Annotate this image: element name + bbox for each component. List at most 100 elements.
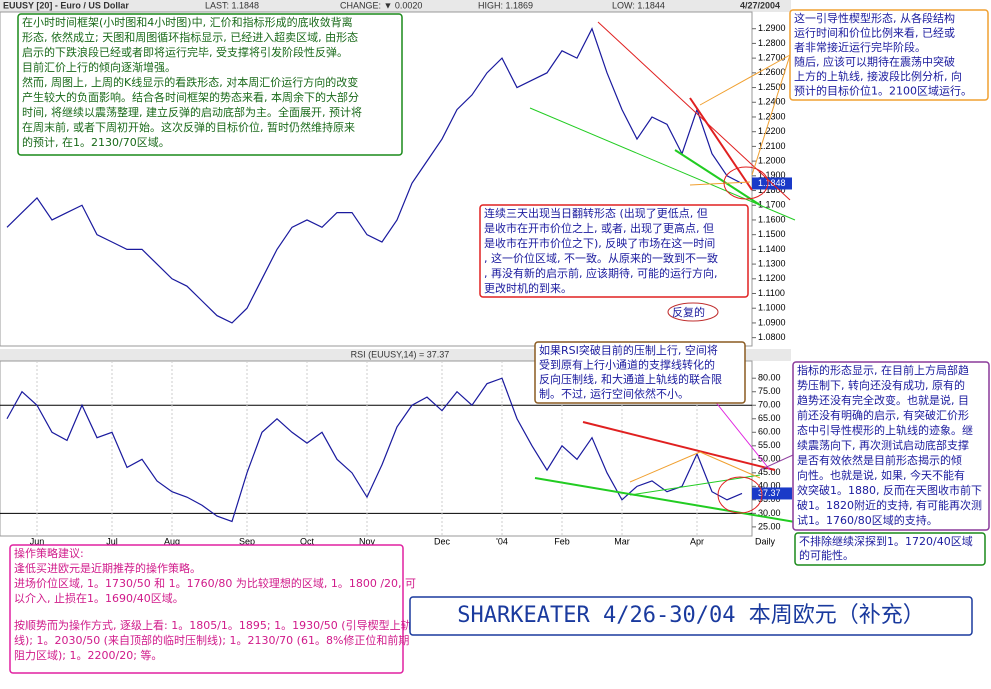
y-tick-label: 1.2200 xyxy=(758,126,786,136)
y-tick-label: 1.2500 xyxy=(758,82,786,92)
trend-line xyxy=(534,477,796,523)
y-tick-label: 1.1600 xyxy=(758,214,786,224)
note-box xyxy=(17,13,403,156)
note-line: 试1。1760/80区域的支持。 xyxy=(797,513,938,527)
y-tick-label: 75.00 xyxy=(758,386,781,396)
arrow xyxy=(689,181,751,186)
note-line: SHARKEATER 4/26-30/04 本周欧元（补充） xyxy=(457,603,924,628)
note-line: 向性。也就是说, 如果, 今天不能有 xyxy=(797,468,965,482)
y-tick-label: 60.00 xyxy=(758,427,781,437)
note-box xyxy=(792,361,990,531)
y-tick-label: 1.2900 xyxy=(758,23,786,33)
series-line xyxy=(6,27,743,324)
note-line: 受到原有上行小通道的支撑线转化的 xyxy=(539,358,715,372)
y-tick-label: 65.00 xyxy=(758,413,781,423)
trend-line xyxy=(529,107,796,221)
note-box xyxy=(409,596,973,636)
circle xyxy=(717,476,763,514)
y-tick-label: 80.00 xyxy=(758,373,781,383)
note-line: 指标的形态显示, 在目前上方局部趋 xyxy=(797,363,969,377)
rsi-title: RSI (EUUSY,14) = 37.37 xyxy=(351,349,450,359)
note-line: 然而, 周图上, 上周的K线显示的看跌形态, 对本周汇价运行方向的改变 xyxy=(22,75,358,89)
x-tick-label: Jun xyxy=(30,536,45,546)
note-line: 运行时间和价位比例来看, 已经或 xyxy=(794,26,955,40)
y-tick-label: 1.1800 xyxy=(758,185,786,195)
note-line: 预计的目标价位1。2100区域运行。 xyxy=(794,84,972,98)
trend-line xyxy=(689,97,753,191)
x-tick-label: Oct xyxy=(300,536,315,546)
y-tick-label: 1.2000 xyxy=(758,155,786,165)
y-tick-label: 1.0800 xyxy=(758,332,786,342)
trend-line xyxy=(629,474,761,496)
x-tick-label: Nov xyxy=(359,536,376,546)
y-tick-label: 1.1300 xyxy=(758,258,786,268)
y-tick-label: 1.1100 xyxy=(758,288,785,298)
note-line: 上方的上轨线, 接波段比例分析, 向 xyxy=(794,69,962,83)
y-tick-label: 1.2800 xyxy=(758,38,786,48)
note-line: 启示的下跌浪段已经或者即将运行完毕, 受支撑将引发阶段性反弹。 xyxy=(22,45,348,59)
high: HIGH: 1.1869 xyxy=(478,0,533,10)
note-line: 阻力区域); 1。2200/20; 等。 xyxy=(14,648,162,662)
y-tick-label: 25.00 xyxy=(758,521,781,531)
note-line: 制。不过, 运行空间依然不小。 xyxy=(539,387,689,401)
note-line: 趋势还没有完全改变。也就是说, 目 xyxy=(797,393,969,407)
series-line xyxy=(6,377,743,523)
note-line: 产生较大的负面影响。结合各时间框架的势态来看, 本周余下的大部分 xyxy=(22,90,359,104)
arrow xyxy=(759,454,794,471)
y-tick-label: 1.1900 xyxy=(758,170,786,180)
x-tick-label: Feb xyxy=(554,536,570,546)
note-line: 是收市在开市价位之上, 或者, 出现了更高点, 但 xyxy=(484,221,714,235)
y-tick-label: 45.00 xyxy=(758,467,781,477)
note-line: 随后, 应该可以期待在震荡中突破 xyxy=(794,55,955,69)
note-line: 这一引导性楔型形态, 从各段结构 xyxy=(794,11,955,25)
y-tick-label: 1.2400 xyxy=(758,97,786,107)
y-tick-label: 1.1500 xyxy=(758,229,786,239)
note-line: 反向压制线, 和大通道上轨线的联合限 xyxy=(539,372,722,386)
y-tick-label: 1.2700 xyxy=(758,53,786,63)
note-line: 的预计, 在1。2130/70区域。 xyxy=(22,135,170,149)
note-line: 是否有效依然是目前形态揭示的倾 xyxy=(797,453,962,467)
arrow xyxy=(751,54,791,176)
note-box xyxy=(9,544,404,674)
symbol: EUUSY [20] - Euro / US Dollar xyxy=(3,0,129,10)
x-tick-label: Apr xyxy=(690,536,704,546)
note-line: 不排除继续深探到1。1720/40区域 xyxy=(799,534,973,548)
rsi-frame xyxy=(0,360,753,537)
y-tick-label: 1.2100 xyxy=(758,141,786,151)
note-line: 目前汇价上行的倾向逐渐增强。 xyxy=(22,60,176,74)
trendlines xyxy=(529,21,796,523)
note-line: 进场价位区域, 1。1730/50 和 1。1760/80 为比较理想的区域, … xyxy=(14,576,416,590)
y-tick-label: 50.00 xyxy=(758,454,781,464)
note-line: , 再没有新的启示前, 应该期待, 可能的运行方向, xyxy=(484,266,717,280)
y-tick-label: 30.00 xyxy=(758,508,781,518)
note-line: 操作策略建议: xyxy=(14,546,84,560)
note-line: 反复的 xyxy=(672,305,705,319)
note-box xyxy=(479,204,749,298)
y-tick-label: 1.1700 xyxy=(758,200,786,210)
note-line: 更改时机的到来。 xyxy=(484,281,572,295)
note-line: 在小时时间框架(小时图和4小时图)中, 汇价和指标形成的底收敛背离 xyxy=(22,15,353,29)
y-tick-label: 55.00 xyxy=(758,440,781,450)
note-line: 连续三天出现当日翻转形态 (出现了更低点, 但 xyxy=(484,206,708,220)
note-line: 的可能性。 xyxy=(799,548,854,562)
note-line: 态中引导性楔形的上轨线的迹象。继 xyxy=(797,423,973,437)
note-line: 形态, 依然成立; 天图和周图循环指标显示, 已经进入超卖区域, 由形态 xyxy=(22,30,358,44)
last-label: 37.37 xyxy=(758,488,781,498)
note-line: 势压制下, 转向还没有成功, 原有的 xyxy=(797,378,965,392)
trend-line xyxy=(629,451,701,483)
x-tick-label: Mar xyxy=(614,536,630,546)
x-tick-label: '04 xyxy=(496,536,508,546)
note-line: 以介入, 止损在1。1690/40区域。 xyxy=(14,591,184,605)
note-line: 时间, 将继续以震荡整理, 建立反弹的启动底部为主。全面展开, 预计将 xyxy=(22,105,362,119)
y-tick-label: 1.1000 xyxy=(758,303,786,313)
x-tick-label: Jul xyxy=(106,536,118,546)
y-tick-label: 1.2300 xyxy=(758,111,786,121)
note-line: 前还没有明确的启示, 有突破汇价形 xyxy=(797,408,969,422)
y-tick-label: 1.0900 xyxy=(758,317,786,327)
note-box xyxy=(794,532,986,566)
note-line: 是收市在开市价位之下), 反映了市场在这一时间 xyxy=(484,236,715,250)
note-line: 效突破1。1880, 反而在天图收市前下 xyxy=(797,483,982,497)
oval xyxy=(667,302,719,322)
note-line: 续震荡向下, 再次测试启动底部支撑 xyxy=(797,438,969,452)
